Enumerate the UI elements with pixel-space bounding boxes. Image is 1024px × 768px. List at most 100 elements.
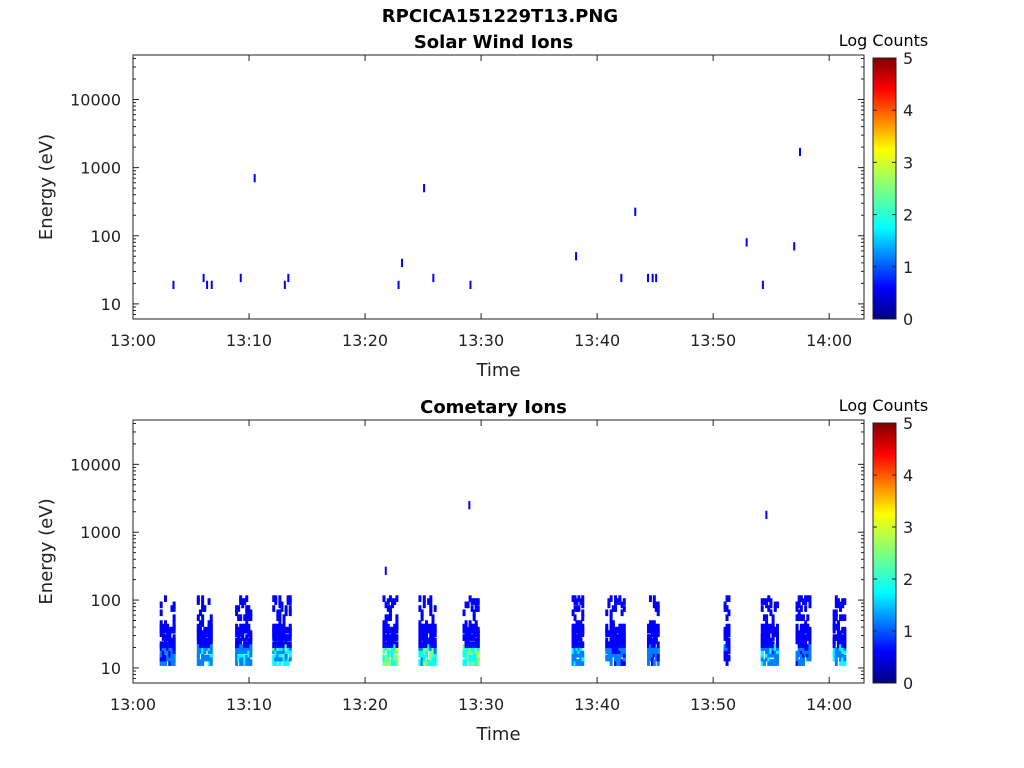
panel2-title: Cometary Ions bbox=[420, 397, 567, 418]
panel2-data-cell bbox=[771, 659, 775, 666]
panel1-colorbar-tick-label: 4 bbox=[903, 101, 913, 120]
panel2-data-cell bbox=[464, 650, 468, 658]
panel2-data-cell bbox=[579, 641, 583, 649]
panel1-data-point bbox=[793, 242, 796, 251]
panel2-data-cell bbox=[804, 650, 808, 658]
panel2-data-cell bbox=[765, 637, 769, 645]
panel2-data-cell bbox=[843, 598, 847, 605]
panel2-data-cell bbox=[203, 637, 207, 645]
panel2-data-cell bbox=[652, 637, 656, 645]
panel2-data-cell bbox=[201, 630, 205, 637]
panel2-data-cell bbox=[843, 654, 847, 662]
panel2-data-cell bbox=[474, 654, 478, 662]
panel2-data-cell bbox=[159, 620, 163, 627]
panel2-data-cell bbox=[616, 598, 620, 605]
panel2-data-cell bbox=[424, 650, 428, 658]
panel2-data-cell bbox=[795, 650, 799, 658]
panel2-data-cell bbox=[472, 630, 476, 637]
panel2-data-cell bbox=[767, 630, 771, 637]
panel2-data-cell bbox=[773, 644, 777, 651]
panel1-colorbar-tick-label: 1 bbox=[903, 258, 913, 277]
panel2-data-cell bbox=[203, 634, 207, 641]
panel2-data-cell bbox=[472, 609, 476, 617]
panel2-data-cell bbox=[393, 623, 397, 631]
panel2-data-cell bbox=[282, 623, 286, 631]
panel2-data-cell bbox=[393, 598, 397, 605]
panel2-data-cell bbox=[237, 647, 241, 654]
panel1-data-point bbox=[469, 280, 472, 290]
panel2-data-cell bbox=[382, 637, 386, 645]
panel2-data-cell bbox=[773, 630, 777, 637]
panel2-data-cell bbox=[468, 654, 472, 662]
panel2-data-cell bbox=[288, 605, 292, 612]
panel2-data-cell bbox=[808, 644, 812, 651]
panel2-data-cell bbox=[462, 609, 466, 617]
panel2-data-cell bbox=[652, 601, 656, 609]
panel2-data-cell bbox=[773, 650, 777, 658]
panel2-data-cell bbox=[395, 595, 399, 602]
panel2-data-cell bbox=[839, 630, 843, 637]
panel2-data-cell bbox=[466, 641, 470, 649]
panel2-data-cell bbox=[241, 659, 245, 666]
panel2-data-cell bbox=[237, 641, 241, 649]
panel2-data-cell bbox=[647, 641, 651, 649]
panel2-data-cell bbox=[420, 650, 424, 658]
panel2-data-cell bbox=[797, 614, 801, 622]
panel2-data-cell bbox=[172, 634, 176, 641]
panel2-data-cell bbox=[760, 623, 764, 631]
panel2-data-cell bbox=[168, 641, 172, 649]
panel2-data-cell bbox=[382, 634, 386, 641]
panel2-data-cell bbox=[393, 630, 397, 637]
panel2-data-cell bbox=[163, 659, 167, 666]
panel2-data-cell bbox=[573, 630, 577, 637]
panel2-data-cell bbox=[832, 647, 836, 654]
panel2-data-cell bbox=[841, 598, 845, 605]
panel1-data-point bbox=[287, 273, 290, 283]
panel2-data-cell bbox=[799, 595, 803, 602]
panel2-data-cell bbox=[769, 609, 773, 617]
panel2-data-cell bbox=[274, 654, 278, 662]
panel2-data-cell bbox=[163, 637, 167, 645]
panel2-data-cell bbox=[474, 659, 478, 666]
panel2-data-cell bbox=[237, 637, 241, 645]
panel2-data-cell bbox=[198, 637, 202, 645]
panel2-data-cell bbox=[431, 630, 435, 637]
panel2-data-cell bbox=[654, 650, 658, 658]
panel2-data-cell bbox=[203, 630, 207, 637]
panel2-data-cell bbox=[843, 630, 847, 637]
panel2-data-cell bbox=[575, 620, 579, 627]
panel2-data-cell bbox=[272, 623, 276, 631]
panel2-data-cell bbox=[656, 641, 660, 649]
panel2-data-cell bbox=[288, 654, 292, 662]
panel2-data-cell bbox=[159, 650, 163, 658]
panel2-data-cell bbox=[209, 637, 213, 645]
panel2-data-cell bbox=[616, 650, 620, 658]
panel2-data-cell bbox=[288, 634, 292, 641]
panel2-data-cell bbox=[609, 595, 613, 602]
panel2-data-cell bbox=[388, 650, 392, 658]
panel2-data-cell bbox=[611, 634, 615, 641]
panel2-data-cell bbox=[391, 641, 395, 649]
panel2-data-cell bbox=[284, 644, 288, 651]
panel2-data-cell bbox=[765, 654, 769, 662]
panel2-data-cell bbox=[647, 634, 651, 641]
panel2-data-cell bbox=[431, 650, 435, 658]
panel2-data-cell bbox=[795, 659, 799, 666]
panel2-data-cell bbox=[207, 637, 211, 645]
panel2-data-cell bbox=[654, 637, 658, 645]
panel2-data-cell bbox=[464, 659, 468, 666]
panel2-data-cell bbox=[581, 614, 585, 622]
panel2-data-cell bbox=[209, 634, 213, 641]
panel2-colorbar-tick-label: 4 bbox=[903, 466, 913, 485]
panel2-data-cell bbox=[476, 630, 480, 637]
panel2-data-cell bbox=[652, 623, 656, 631]
panel2-data-cell bbox=[575, 598, 579, 605]
panel2-data-cell bbox=[239, 654, 243, 662]
panel2-data-cell bbox=[834, 654, 838, 662]
panel2-data-point bbox=[384, 566, 387, 575]
panel2-data-cell bbox=[622, 598, 626, 605]
panel2-data-cell bbox=[386, 650, 390, 658]
panel2-data-cell bbox=[799, 654, 803, 662]
panel2-data-cell bbox=[468, 630, 472, 637]
panel2-data-cell bbox=[388, 605, 392, 612]
